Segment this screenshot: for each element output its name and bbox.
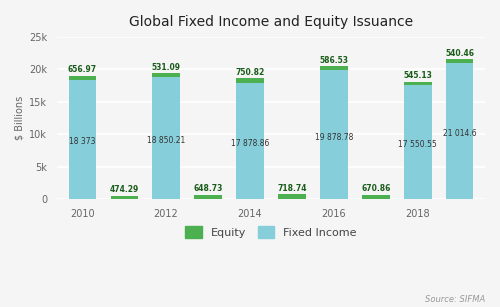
Bar	[152, 73, 180, 77]
Text: 750.82: 750.82	[236, 68, 264, 77]
Text: 21 014.6: 21 014.6	[443, 129, 476, 138]
Text: Source: SIFMA: Source: SIFMA	[425, 295, 485, 304]
Bar	[236, 78, 264, 83]
Text: 540.46: 540.46	[446, 49, 474, 58]
Text: 18 850.21: 18 850.21	[147, 136, 185, 145]
Bar	[362, 195, 390, 199]
Bar	[320, 67, 347, 70]
Text: 19 878.78: 19 878.78	[315, 133, 353, 142]
Bar	[194, 195, 222, 199]
Text: 718.74: 718.74	[277, 184, 306, 193]
Bar	[110, 196, 138, 199]
Bar	[446, 60, 473, 63]
Text: 17 878.86: 17 878.86	[231, 139, 269, 148]
Text: 670.86: 670.86	[361, 184, 390, 193]
Text: 17 550.55: 17 550.55	[398, 140, 437, 149]
Text: 531.09: 531.09	[152, 63, 180, 72]
Text: 656.97: 656.97	[68, 65, 97, 74]
Bar	[68, 80, 96, 199]
Legend: Equity, Fixed Income: Equity, Fixed Income	[181, 222, 361, 242]
Bar	[152, 77, 180, 199]
Text: 586.53: 586.53	[320, 56, 348, 65]
Y-axis label: $ Billions: $ Billions	[15, 96, 25, 140]
Text: 474.29: 474.29	[110, 185, 139, 194]
Bar	[236, 83, 264, 199]
Bar	[68, 76, 96, 80]
Bar	[404, 85, 431, 199]
Bar	[404, 82, 431, 85]
Bar	[446, 63, 473, 199]
Text: 545.13: 545.13	[404, 71, 432, 80]
Bar	[278, 194, 305, 199]
Title: Global Fixed Income and Equity Issuance: Global Fixed Income and Equity Issuance	[129, 15, 413, 29]
Text: 648.73: 648.73	[194, 184, 223, 193]
Text: 18 373: 18 373	[69, 138, 96, 146]
Bar	[320, 70, 347, 199]
